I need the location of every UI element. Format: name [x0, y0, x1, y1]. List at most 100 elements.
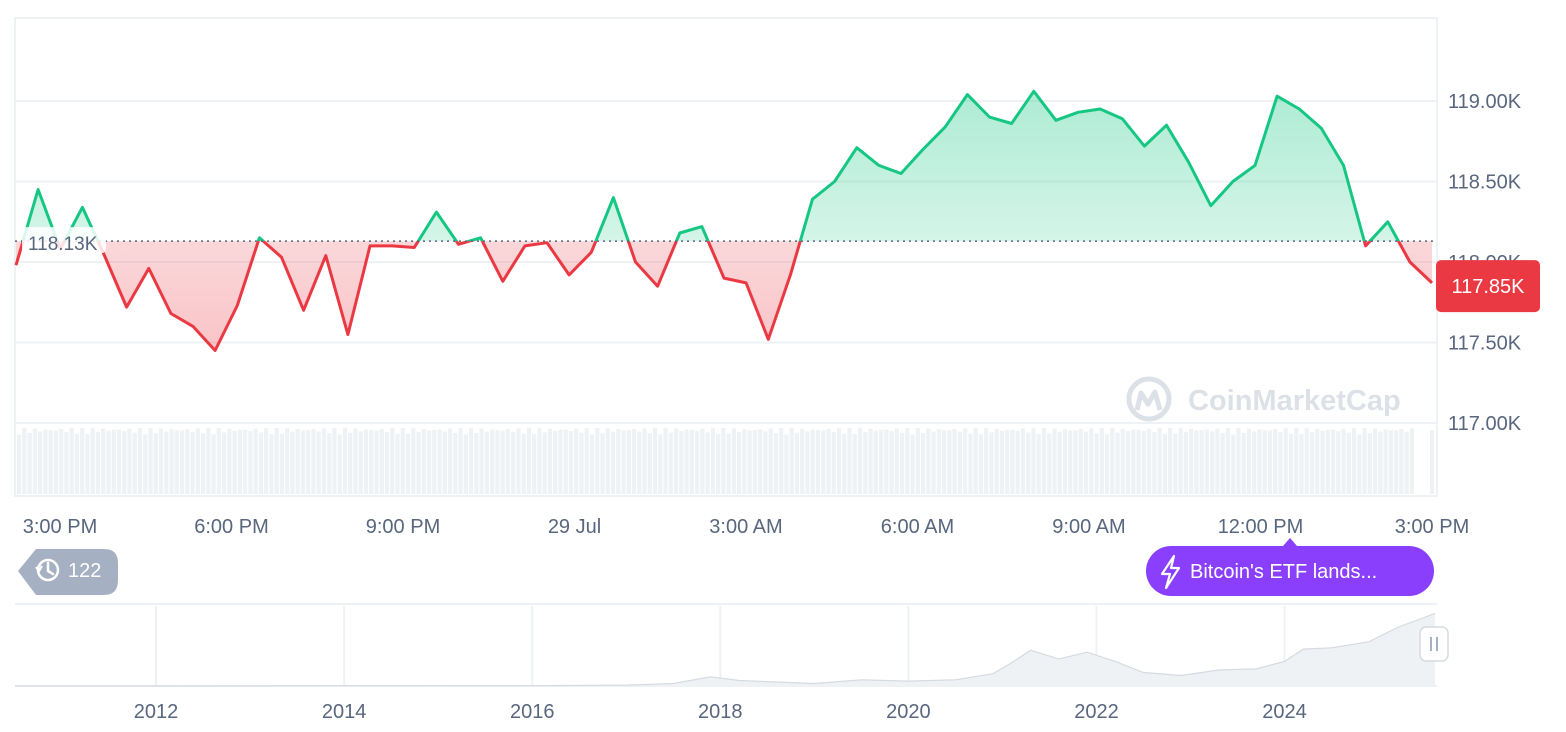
- navigator-year-label: 2012: [134, 701, 179, 723]
- volume-bar: [59, 428, 64, 494]
- volume-bar: [1399, 429, 1404, 494]
- history-icon: [35, 558, 60, 582]
- volume-bar: [1252, 431, 1257, 494]
- volume-bar: [941, 430, 947, 494]
- volume-bar: [495, 430, 500, 494]
- volume-bar: [542, 432, 547, 494]
- volume-bar: [437, 429, 442, 494]
- navigator-handle[interactable]: [1419, 626, 1449, 662]
- volume-bar: [174, 430, 179, 494]
- volume-bar: [1346, 432, 1351, 494]
- volume-bar: [584, 428, 589, 494]
- volume-bar: [642, 428, 647, 494]
- navigator-area-fill: [15, 613, 1435, 686]
- volume-bar: [710, 428, 715, 494]
- volume-bar: [1204, 429, 1210, 494]
- volume-bar: [737, 431, 742, 494]
- volume-bar: [1304, 428, 1309, 494]
- volume-bar: [353, 428, 358, 494]
- x-tick-label: 29 Jul: [548, 516, 601, 538]
- volume-bar: [647, 433, 652, 494]
- volume-bar: [1068, 430, 1073, 494]
- volume-bar: [595, 428, 600, 494]
- volume-bar: [274, 428, 279, 494]
- volume-bar: [69, 428, 74, 494]
- volume-bar: [1083, 431, 1089, 494]
- volume-bar: [589, 434, 595, 494]
- volume-bar: [500, 430, 505, 494]
- volume-bar: [384, 432, 390, 494]
- volume-bar: [195, 428, 200, 494]
- volume-bar: [64, 431, 69, 494]
- area-below-reference: [16, 241, 1432, 351]
- navigator-year-label: 2016: [510, 701, 555, 723]
- volume-bar: [127, 428, 132, 494]
- watermark-brand: CoinMarketCap: [1188, 385, 1401, 417]
- volume-bar: [1178, 428, 1183, 494]
- volume-bar: [700, 428, 705, 494]
- volume-bar: [216, 428, 221, 494]
- x-tick-label: 3:00 AM: [709, 516, 782, 538]
- volume-bar: [637, 431, 642, 494]
- volume-bar: [773, 433, 779, 494]
- volume-bar: [779, 428, 784, 494]
- volume-bar: [610, 431, 616, 494]
- x-axis: 3:00 PM 6:00 PM 9:00 PM 29 Jul 3:00 AM 6:00 A…: [23, 516, 1469, 538]
- volume-bars: [17, 428, 1434, 494]
- history-badge[interactable]: 122: [18, 549, 118, 595]
- volume-bar: [873, 430, 878, 494]
- volume-bar: [1089, 428, 1094, 494]
- volume-bar: [821, 430, 826, 494]
- volume-bar: [132, 432, 137, 494]
- volume-bar: [106, 430, 111, 494]
- volume-bar: [43, 429, 48, 494]
- volume-bar: [621, 430, 626, 494]
- volume-bar: [836, 428, 842, 494]
- volume-bar: [726, 433, 731, 494]
- volume-bar: [1288, 433, 1294, 494]
- volume-bar: [474, 432, 479, 494]
- range-navigator[interactable]: 2012 2014 2016 2018 2020 2022 2024: [15, 603, 1449, 723]
- volume-bar: [689, 429, 694, 494]
- volume-bar: [158, 428, 164, 494]
- volume-bar: [673, 428, 679, 494]
- volume-bar: [453, 432, 458, 494]
- volume-bar: [1052, 428, 1057, 494]
- volume-bar: [190, 431, 195, 494]
- volume-bar: [863, 432, 868, 494]
- volume-bar: [1231, 434, 1236, 494]
- volume-bar: [153, 433, 158, 494]
- volume-bar: [605, 428, 610, 494]
- reference-label: 118.13K: [28, 234, 98, 255]
- volume-bar: [910, 434, 915, 494]
- volume-bar: [348, 432, 353, 494]
- news-pill[interactable]: Bitcoin's ETF lands...: [1146, 538, 1434, 596]
- volume-bar: [763, 431, 768, 494]
- volume-bar: [300, 430, 306, 494]
- volume-bar: [342, 428, 348, 494]
- volume-bar: [468, 428, 474, 494]
- volume-bar: [311, 429, 316, 494]
- volume-bar: [22, 428, 27, 494]
- volume-bar: [1183, 431, 1189, 494]
- volume-bar: [1299, 433, 1304, 494]
- volume-bar: [447, 428, 453, 494]
- volume-bar: [53, 430, 59, 494]
- volume-bar: [568, 431, 574, 494]
- volume-bar: [831, 432, 836, 494]
- volume-bar: [38, 431, 43, 494]
- volume-bar: [616, 429, 621, 494]
- volume-bar: [1351, 428, 1357, 494]
- volume-bar: [1167, 428, 1173, 494]
- volume-bar: [1152, 432, 1157, 494]
- volume-bar: [490, 429, 495, 494]
- volume-bar: [1283, 428, 1288, 494]
- navigator-year-label: 2014: [322, 701, 367, 723]
- volume-bar: [479, 428, 484, 494]
- volume-bar: [1194, 430, 1199, 494]
- volume-bar: [1315, 428, 1320, 494]
- volume-bar: [1246, 428, 1252, 494]
- volume-bar: [805, 431, 810, 494]
- volume-bar: [936, 429, 941, 494]
